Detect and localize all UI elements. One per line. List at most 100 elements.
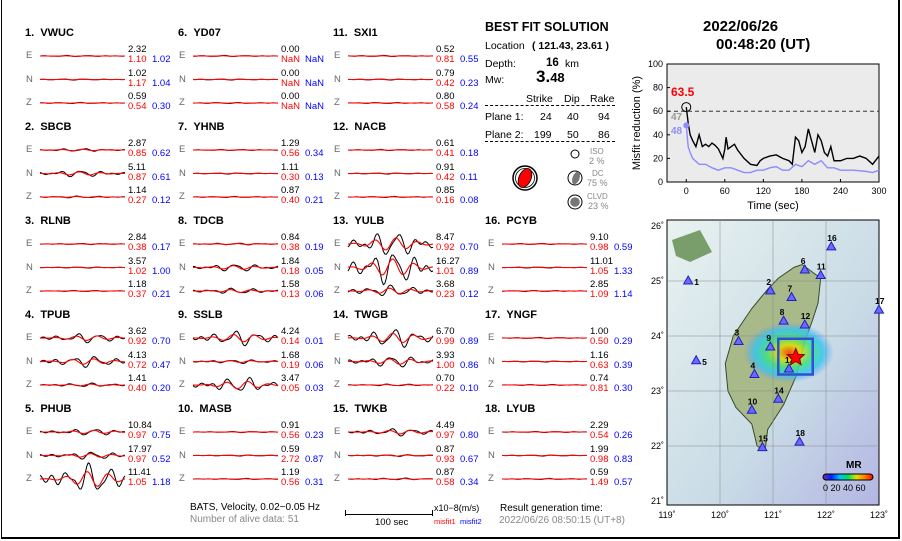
misfit1-value: 0.92 xyxy=(436,242,455,253)
misfit2-value: 0.21 xyxy=(152,289,171,300)
station-triangle-icon[interactable] xyxy=(749,368,760,378)
misfit2-value: 1.18 xyxy=(152,477,171,488)
station-triangle-icon[interactable] xyxy=(799,263,811,274)
station-title: 12. NACB xyxy=(333,121,386,133)
misfit2-value: 1.14 xyxy=(614,289,633,300)
station-triangle-icon[interactable] xyxy=(794,436,805,446)
misfit2-value: 0.55 xyxy=(460,54,479,65)
plane2-dip: 50 xyxy=(567,129,579,141)
misfit1-value: 0.97 xyxy=(436,430,455,441)
station-title: 18. LYUB xyxy=(485,403,535,415)
station-name: TDCB xyxy=(193,215,224,227)
station-number: 18. xyxy=(485,403,501,415)
station-triangle-icon[interactable] xyxy=(778,315,789,325)
misfit1-value: 0.16 xyxy=(436,195,455,206)
amplitude-value: 0.74 xyxy=(590,373,609,384)
station-triangle-icon[interactable] xyxy=(786,291,797,301)
component-label: Z xyxy=(488,379,494,390)
plane2-strike: 199 xyxy=(534,129,552,141)
station-number: 9. xyxy=(178,309,188,321)
station-number: 15. xyxy=(333,403,349,415)
amplitude-value: 3.62 xyxy=(128,326,147,337)
station-title: 14. TWGB xyxy=(333,309,388,321)
station-triangle-icon[interactable] xyxy=(746,404,758,414)
misfit2-value: 0.21 xyxy=(305,195,324,206)
station-label: 13 xyxy=(785,355,795,365)
station-number: 4. xyxy=(25,309,35,321)
station-number: 3. xyxy=(25,215,35,227)
station-label: 6 xyxy=(801,256,806,266)
lon-tick-label: 122˚ xyxy=(817,510,835,520)
misfit2-value: 0.61 xyxy=(152,171,171,183)
station-triangle-icon[interactable] xyxy=(764,284,776,295)
misfit1-value: NaN xyxy=(281,77,301,89)
misfit1-value: NaN xyxy=(281,101,301,112)
synthetic-trace xyxy=(348,384,433,387)
station-triangle-icon[interactable] xyxy=(772,393,784,403)
misfit1-value: 0.41 xyxy=(436,148,455,159)
station-triangle-icon[interactable] xyxy=(783,362,795,373)
observed-trace xyxy=(192,330,279,347)
station-triangle-icon[interactable] xyxy=(757,441,768,452)
amplitude-value: 2.32 xyxy=(128,44,147,55)
amplitude-value: 10.84 xyxy=(128,420,152,431)
station-triangle-icon[interactable] xyxy=(690,354,702,365)
station-number: 5. xyxy=(25,403,35,415)
amplitude-value: 1.19 xyxy=(281,467,300,478)
station-triangle-icon[interactable] xyxy=(825,240,837,251)
misfit2-value: 0.34 xyxy=(460,477,479,488)
misfit2-value: 0.23 xyxy=(305,430,324,441)
synthetic-trace xyxy=(40,55,125,57)
synthetic-trace xyxy=(193,265,279,270)
misfit1-value: 0.54 xyxy=(590,430,609,441)
synthetic-trace xyxy=(193,289,278,293)
misfit2-value: 0.06 xyxy=(305,289,324,300)
component-label: Z xyxy=(334,97,340,108)
synthetic-trace xyxy=(348,172,433,175)
station-triangle-icon[interactable] xyxy=(764,340,776,351)
misfit1-value: 0.72 xyxy=(128,359,147,371)
station-triangle-icon[interactable] xyxy=(873,304,885,314)
misfit2-value: 0.01 xyxy=(305,336,324,347)
misfit1-value: 0.54 xyxy=(128,101,147,112)
synthetic-trace xyxy=(348,287,434,295)
misfit1-value: 0.58 xyxy=(436,477,455,488)
misfit2-value: 0.30 xyxy=(614,383,633,394)
amplitude-value: 0.79 xyxy=(436,67,455,79)
station-name: PCYB xyxy=(506,215,537,227)
synthetic-trace xyxy=(40,266,125,269)
station-name: TPUB xyxy=(40,309,71,321)
station-triangle-icon[interactable] xyxy=(682,274,694,285)
misfit2-value: 1.00 xyxy=(152,265,171,277)
component-label: N xyxy=(179,449,186,461)
synthetic-trace xyxy=(39,471,126,487)
lat-tick-label: 24˚ xyxy=(651,331,664,341)
scale-tick xyxy=(345,510,346,516)
misfit2-value: 0.70 xyxy=(460,242,479,253)
component-label: Z xyxy=(334,285,340,296)
misfit1-value: 0.22 xyxy=(436,383,455,394)
station-triangle-icon[interactable] xyxy=(799,318,811,329)
amplitude-value: 4.24 xyxy=(281,326,300,337)
misfit1-value: 0.81 xyxy=(436,54,455,65)
amplitude-value: 0.84 xyxy=(281,232,300,243)
component-label: E xyxy=(26,426,33,437)
misfit2-value: 1.04 xyxy=(152,77,171,89)
synthetic-trace xyxy=(502,266,587,269)
station-label: 1 xyxy=(694,277,699,287)
synthetic-trace xyxy=(348,55,433,57)
synthetic-trace xyxy=(40,148,125,152)
synthetic-trace xyxy=(502,384,587,386)
lon-tick-label: 121˚ xyxy=(764,510,782,520)
station-triangle-icon[interactable] xyxy=(815,269,827,279)
station-triangle-icon[interactable] xyxy=(733,335,744,345)
misfit1-value: 0.56 xyxy=(281,477,300,488)
misfit1-value: 0.50 xyxy=(590,336,609,347)
amplitude-value: 1.41 xyxy=(128,373,147,384)
amplitude-value: 0.87 xyxy=(281,185,300,196)
component-label: N xyxy=(179,355,186,367)
misfit2-value: 0.39 xyxy=(614,359,633,371)
solution-title: BEST FIT SOLUTION xyxy=(485,20,609,34)
synthetic-trace xyxy=(193,196,278,198)
